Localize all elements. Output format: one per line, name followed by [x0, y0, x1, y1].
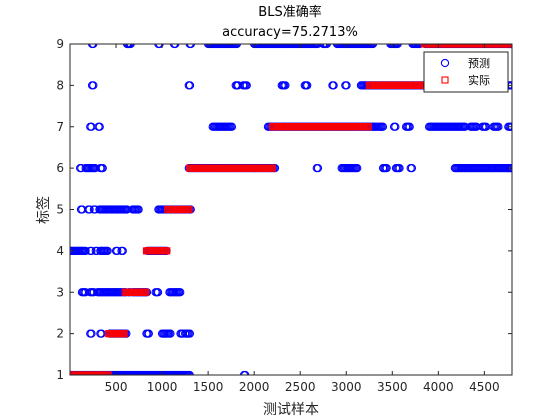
actual-point	[163, 247, 171, 255]
x-tick-label: 1000	[147, 380, 178, 394]
predicted-point	[103, 246, 112, 256]
y-tick-label: 6	[56, 161, 64, 175]
predicted-point	[507, 163, 512, 173]
x-axis-label: 测试样本	[263, 402, 319, 418]
predicted-point	[185, 329, 195, 338]
predicted-point	[89, 81, 98, 90]
predicted-point	[342, 81, 351, 90]
predicted-point	[166, 329, 175, 338]
predicted-point	[407, 163, 417, 173]
y-axis-label: 标签	[35, 196, 52, 224]
actual-point	[268, 164, 276, 172]
y-tick-label: 1	[56, 368, 64, 382]
x-tick-label: 500	[105, 380, 128, 394]
x-axis-ticks: 500 1000 1500 2000 2500 3000 3500 4000 4500	[105, 44, 500, 394]
predicted-point	[227, 122, 237, 131]
legend: 预测 实际	[423, 51, 509, 93]
predicted-point	[87, 246, 96, 256]
predicted-point	[81, 246, 90, 256]
actual-point	[104, 371, 112, 375]
predicted-point	[391, 122, 400, 131]
predicted-point	[95, 122, 104, 131]
predicted-point	[395, 163, 404, 173]
predicted-point	[98, 163, 107, 173]
predicted-point	[87, 329, 96, 338]
legend-box	[423, 51, 509, 93]
legend-label-predicted: 预测	[468, 57, 490, 70]
predicted-point	[144, 329, 153, 338]
actual-point	[185, 205, 193, 214]
series-actual	[70, 44, 512, 375]
predicted-point	[85, 205, 94, 214]
y-tick-label: 5	[56, 203, 64, 217]
chart-title: BLS准确率	[258, 4, 321, 20]
legend-label-actual: 实际	[468, 73, 490, 87]
legend-marker-predicted	[440, 58, 450, 68]
predicted-point	[118, 246, 127, 256]
y-tick-label: 4	[56, 244, 64, 258]
x-tick-label: 1500	[193, 380, 224, 394]
y-tick-label: 3	[56, 285, 64, 299]
predicted-point	[242, 81, 251, 90]
predicted-point	[378, 122, 388, 131]
predicted-point	[176, 288, 185, 297]
actual-point	[120, 330, 128, 338]
x-tick-label: 2000	[239, 380, 270, 394]
predicted-point	[185, 81, 195, 90]
predicted-point	[329, 81, 338, 90]
predicted-point	[134, 205, 143, 214]
x-tick-label: 4000	[423, 380, 454, 394]
actual-point	[142, 288, 150, 296]
x-tick-label: 3500	[377, 380, 408, 394]
x-tick-label: 2500	[285, 380, 316, 394]
chart-subtitle: accuracy=75.2713%	[222, 25, 358, 40]
predicted-point	[382, 163, 391, 173]
data-marks	[70, 44, 512, 375]
predicted-point	[313, 163, 323, 173]
y-axis-ticks: 1 2 3 4 5 6 7 8 9	[56, 37, 512, 382]
predicted-point	[405, 122, 414, 131]
actual-point	[364, 123, 372, 131]
y-tick-label: 7	[56, 120, 64, 134]
y-tick-label: 9	[56, 37, 64, 51]
x-tick-label: 3000	[331, 380, 362, 394]
predicted-point	[303, 81, 312, 90]
predicted-point	[113, 246, 122, 256]
legend-marker-actual	[441, 76, 449, 84]
y-tick-label: 2	[56, 327, 64, 341]
plot-area	[70, 44, 512, 375]
x-tick-label: 4500	[469, 380, 500, 394]
predicted-point	[494, 122, 503, 131]
predicted-point	[353, 163, 362, 173]
predicted-point	[153, 288, 163, 297]
y-tick-label: 8	[56, 78, 64, 92]
predicted-point	[281, 81, 290, 90]
